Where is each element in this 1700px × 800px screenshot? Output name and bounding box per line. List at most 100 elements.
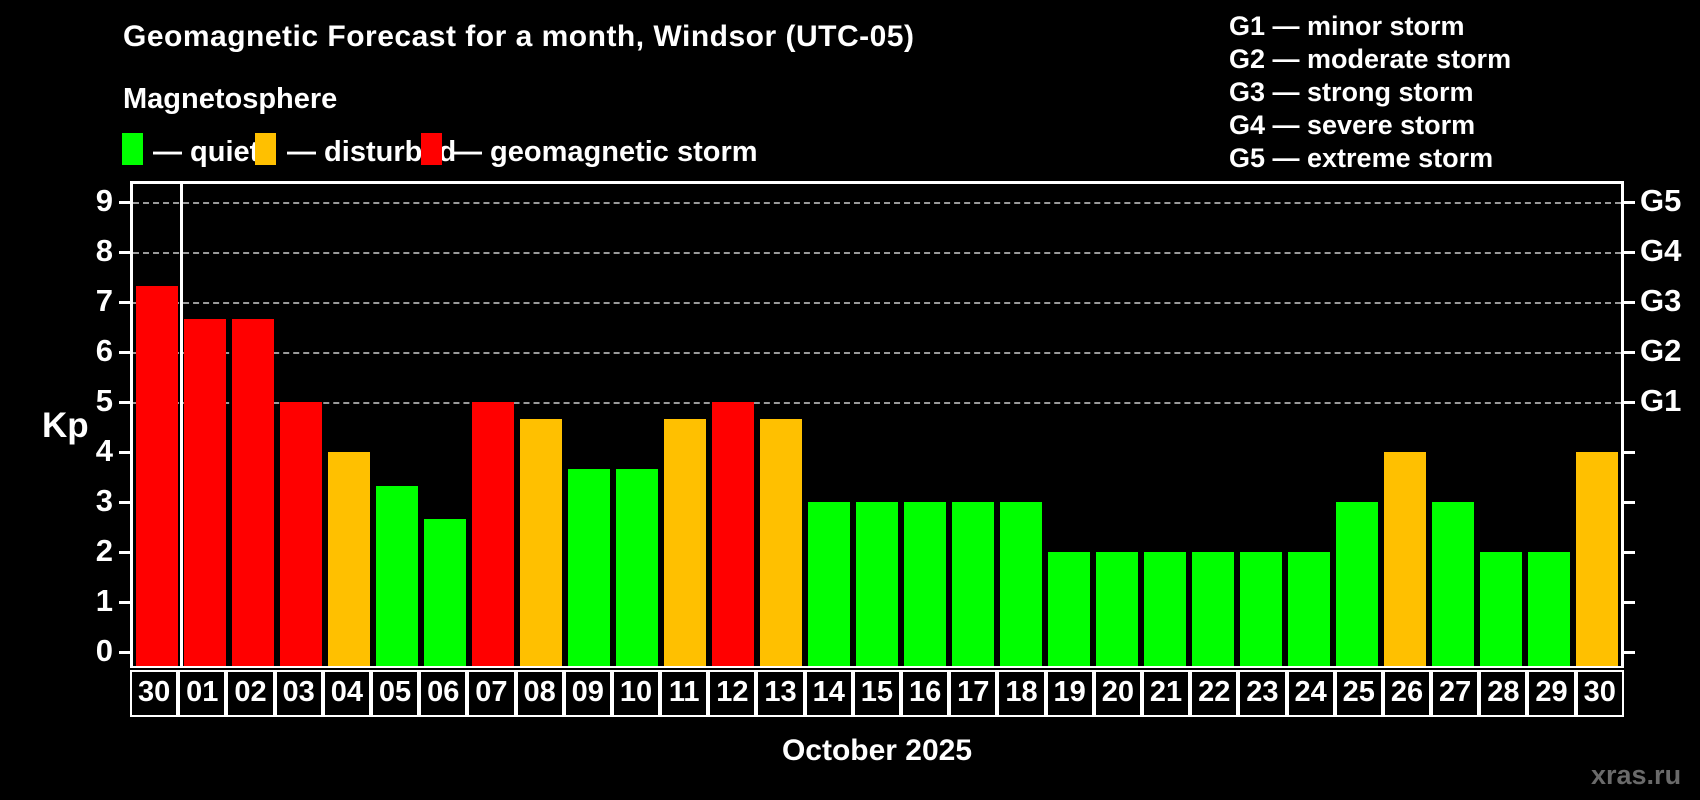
storm-scale-line-1: G1 — minor storm bbox=[1229, 11, 1465, 41]
y-axis-tick-label-5: 5 bbox=[95, 383, 113, 418]
day-label-3-03: 03 bbox=[274, 670, 323, 717]
y-axis-tick-right-3 bbox=[1624, 501, 1635, 504]
day-label-2-02: 02 bbox=[226, 670, 275, 717]
y-axis-tick-right-4 bbox=[1624, 451, 1635, 454]
kp-bar-day-30 bbox=[136, 285, 178, 666]
legend-swatch-quiet bbox=[122, 133, 143, 165]
kp-bar-day-10 bbox=[616, 468, 658, 666]
y-axis-tick-label-7: 7 bbox=[95, 283, 113, 318]
y-axis-tick-label-6: 6 bbox=[95, 333, 113, 368]
y-axis-tick-left-5 bbox=[119, 401, 130, 404]
day-label-17-17: 17 bbox=[949, 670, 998, 717]
storm-scale-line-2: G2 — moderate storm bbox=[1229, 44, 1512, 74]
y-axis-tick-left-6 bbox=[119, 351, 130, 354]
day-label-14-14: 14 bbox=[804, 670, 853, 717]
day-label-24-24: 24 bbox=[1286, 670, 1335, 717]
day-label-11-11: 11 bbox=[660, 670, 709, 717]
kp-bar-day-19 bbox=[1048, 552, 1090, 666]
kp-bar-day-29 bbox=[1528, 552, 1570, 666]
kp-bar-day-11 bbox=[664, 418, 706, 666]
legend-label-storm: — geomagnetic storm bbox=[453, 136, 758, 168]
day-label-29-29: 29 bbox=[1527, 670, 1576, 717]
plot-area bbox=[133, 184, 1621, 666]
day-label-25-25: 25 bbox=[1334, 670, 1383, 717]
kp-bar-day-26 bbox=[1384, 452, 1426, 666]
y-axis-tick-label-1: 1 bbox=[95, 583, 113, 618]
y-axis-tick-left-4 bbox=[119, 451, 130, 454]
month-separator-line bbox=[179, 184, 183, 666]
storm-scale-line-3: G3 — strong storm bbox=[1229, 77, 1474, 107]
day-label-6-06: 06 bbox=[419, 670, 468, 717]
day-label-27-27: 27 bbox=[1431, 670, 1480, 717]
y-axis-tick-left-1 bbox=[119, 601, 130, 604]
day-label-16-16: 16 bbox=[901, 670, 950, 717]
watermark: xras.ru bbox=[1591, 760, 1682, 790]
y-axis-tick-right-2 bbox=[1624, 551, 1635, 554]
kp-bar-day-04 bbox=[328, 452, 370, 666]
day-label-9-09: 09 bbox=[563, 670, 612, 717]
y-axis-tick-right-9 bbox=[1624, 201, 1635, 204]
kp-bar-day-01 bbox=[184, 318, 226, 666]
kp-bar-day-05 bbox=[376, 485, 418, 666]
storm-scale-legend: G1 — minor storm G2 — moderate storm G3 — … bbox=[1229, 10, 1511, 175]
storm-scale-line-4: G4 — severe storm bbox=[1229, 110, 1476, 140]
y-axis-tick-label-0: 0 bbox=[95, 633, 113, 668]
kp-bar-day-08 bbox=[520, 418, 562, 666]
legend-label-quiet: — quiet bbox=[153, 136, 260, 168]
gridline-kp6 bbox=[133, 352, 1621, 354]
y-axis-tick-left-0 bbox=[119, 651, 130, 654]
day-label-18-18: 18 bbox=[997, 670, 1046, 717]
kp-bar-day-12 bbox=[712, 402, 754, 666]
day-label-4-04: 04 bbox=[322, 670, 371, 717]
day-label-23-23: 23 bbox=[1238, 670, 1287, 717]
day-label-13-13: 13 bbox=[756, 670, 805, 717]
day-label-1-01: 01 bbox=[178, 670, 227, 717]
y-axis-tick-right-8 bbox=[1624, 251, 1635, 254]
kp-bar-day-27 bbox=[1432, 502, 1474, 666]
kp-bar-day-02 bbox=[232, 318, 274, 666]
day-label-30-30: 30 bbox=[1575, 670, 1624, 717]
y-axis-tick-label-4: 4 bbox=[95, 433, 113, 468]
day-label-0-30: 30 bbox=[130, 670, 179, 717]
day-label-22-22: 22 bbox=[1190, 670, 1239, 717]
y-axis-tick-label-2: 2 bbox=[95, 533, 113, 568]
day-label-20-20: 20 bbox=[1093, 670, 1142, 717]
day-label-19-19: 19 bbox=[1045, 670, 1094, 717]
kp-bar-day-21 bbox=[1144, 552, 1186, 666]
y-axis-tick-left-8 bbox=[119, 251, 130, 254]
day-label-5-05: 05 bbox=[370, 670, 420, 717]
day-label-26-26: 26 bbox=[1382, 670, 1432, 717]
y-axis-tick-right-7 bbox=[1624, 301, 1635, 304]
right-axis-label-g4: G4 bbox=[1640, 233, 1682, 268]
kp-bar-day-28 bbox=[1480, 552, 1522, 666]
y-axis-tick-label-3: 3 bbox=[95, 483, 113, 518]
y-axis-tick-right-0 bbox=[1624, 651, 1635, 654]
kp-bar-day-24 bbox=[1288, 552, 1330, 666]
kp-bar-day-06 bbox=[424, 518, 466, 666]
kp-bar-day-07 bbox=[472, 402, 514, 666]
day-label-10-10: 10 bbox=[611, 670, 661, 717]
gridline-kp5 bbox=[133, 402, 1621, 404]
day-label-12-12: 12 bbox=[708, 670, 757, 717]
chart-title: Geomagnetic Forecast for a month, Windso… bbox=[123, 20, 915, 53]
day-label-8-08: 08 bbox=[515, 670, 564, 717]
kp-bar-day-22 bbox=[1192, 552, 1234, 666]
x-axis-title: October 2025 bbox=[781, 734, 973, 767]
x-axis-day-labels: 30 01 02 03 04 05 06 07 08 09 10 11 12 13 14 15 16 17 18 19… bbox=[130, 670, 1624, 717]
kp-bar-day-03 bbox=[280, 402, 322, 666]
gridline-kp7 bbox=[133, 302, 1621, 304]
kp-bar-day-25 bbox=[1336, 502, 1378, 666]
day-label-7-07: 07 bbox=[467, 670, 516, 717]
day-label-28-28: 28 bbox=[1479, 670, 1528, 717]
legend-swatch-disturbed bbox=[255, 133, 276, 165]
day-label-21-21: 21 bbox=[1141, 670, 1191, 717]
y-axis-tick-left-2 bbox=[119, 551, 130, 554]
y-axis-tick-right-1 bbox=[1624, 601, 1635, 604]
kp-bar-day-09 bbox=[568, 468, 610, 666]
gridline-kp8 bbox=[133, 252, 1621, 254]
right-axis-label-g5: G5 bbox=[1640, 183, 1682, 218]
y-axis-tick-right-6 bbox=[1624, 351, 1635, 354]
gridline-kp9 bbox=[133, 202, 1621, 204]
kp-bar-day-13 bbox=[760, 418, 802, 666]
